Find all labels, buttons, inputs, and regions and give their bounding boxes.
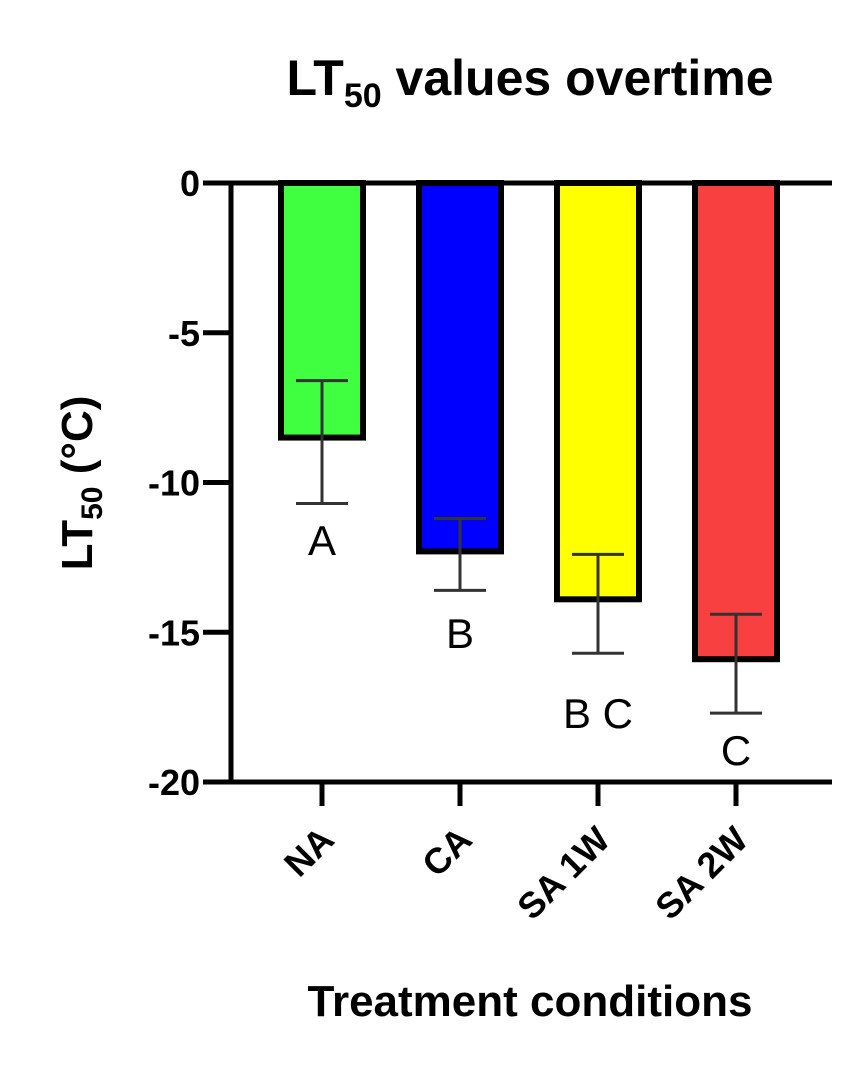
y-tick-label: -5 [168, 313, 200, 354]
chart-title-rest: values overtime [382, 50, 774, 106]
y-axis-title: LT50 (°C) [53, 396, 109, 571]
error-bar-ca [434, 516, 486, 592]
x-tick-label-sa-1w: SA 1W [509, 819, 618, 928]
plot-area: A B B C C 0 -5 -10 -15 -20 NA CA SA 1W SA 2W [148, 163, 832, 927]
x-tick-label-na: NA [276, 819, 342, 885]
y-axis-title-main: LT [53, 520, 102, 571]
bar-sa-2w [692, 180, 780, 663]
y-tick-label: -10 [148, 463, 200, 504]
significance-letter-ca: B [446, 610, 474, 657]
y-tick-label: -15 [148, 612, 200, 653]
error-bar-na [296, 379, 348, 505]
significance-letter-sa-2w: C [721, 727, 751, 774]
x-tick-label-sa-2w: SA 2W [647, 819, 756, 928]
y-axis-title-subscript: 50 [76, 487, 109, 520]
x-tick-label-ca: CA [414, 819, 480, 885]
chart-title-subscript: 50 [344, 77, 382, 115]
x-axis-title: Treatment conditions [308, 977, 753, 1026]
y-tick-label: -20 [148, 762, 200, 803]
y-tick-label: 0 [180, 163, 200, 204]
significance-letter-na: A [308, 517, 336, 564]
chart-title: LT50 values overtime [286, 50, 773, 115]
y-axis-title-rest: (°C) [53, 396, 102, 487]
bar-ca [416, 180, 504, 555]
bar-sa-1w [554, 180, 642, 603]
error-bar-sa-2w [710, 612, 762, 715]
error-bar-sa-1w [572, 552, 624, 655]
chart-title-main: LT [286, 50, 343, 106]
significance-letter-sa-1w: B C [563, 690, 633, 737]
